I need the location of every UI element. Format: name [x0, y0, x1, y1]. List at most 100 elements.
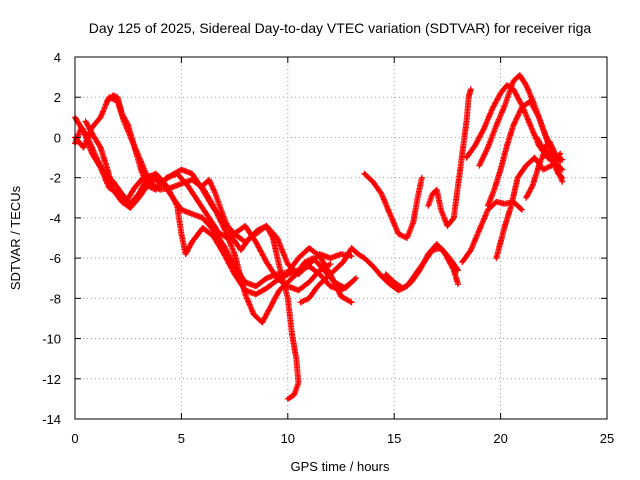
data-point — [233, 273, 236, 276]
data-point — [276, 277, 279, 280]
data-point — [171, 196, 175, 199]
data-point — [482, 128, 485, 131]
data-point — [269, 305, 272, 308]
data-point — [535, 136, 538, 139]
data-point — [133, 186, 136, 189]
data-point — [103, 172, 107, 175]
data-point — [286, 262, 289, 266]
data-point — [512, 124, 515, 127]
data-point — [529, 124, 532, 127]
data-point — [235, 230, 238, 234]
series-trace-15 — [493, 150, 564, 262]
data-point — [516, 176, 519, 179]
data-point — [446, 224, 449, 228]
data-point — [556, 172, 560, 175]
y-axis-label: SDTVAR / TECUs — [8, 185, 23, 290]
data-point — [452, 216, 455, 220]
data-point — [265, 277, 268, 280]
data-point — [248, 236, 251, 240]
y-tick-label: -6 — [49, 251, 61, 266]
data-point — [461, 260, 464, 264]
data-point — [293, 393, 296, 397]
data-point — [286, 297, 289, 300]
data-point — [261, 321, 264, 324]
series-markers — [459, 198, 525, 266]
data-point — [99, 146, 102, 149]
data-point — [329, 262, 332, 266]
series-trace-6 — [199, 176, 302, 402]
data-point — [99, 116, 102, 119]
data-point — [239, 248, 243, 252]
data-point — [112, 188, 115, 191]
data-point — [510, 204, 513, 207]
data-point — [318, 254, 321, 258]
data-point — [542, 148, 545, 151]
data-point — [388, 283, 392, 286]
data-point — [297, 256, 300, 260]
data-point — [473, 144, 477, 147]
data-point — [505, 144, 509, 147]
data-point — [254, 285, 258, 288]
data-point — [120, 112, 124, 115]
data-point — [561, 158, 564, 161]
data-point — [163, 184, 166, 187]
y-tick-label: -14 — [42, 412, 61, 427]
data-point — [95, 156, 98, 159]
data-point — [427, 252, 430, 256]
data-point — [244, 224, 247, 228]
data-point — [154, 188, 158, 191]
data-point — [384, 273, 387, 276]
data-point — [329, 256, 332, 260]
data-point — [254, 240, 258, 244]
data-point — [467, 96, 470, 99]
data-point — [444, 252, 447, 256]
data-point — [222, 226, 226, 230]
data-point — [190, 178, 194, 181]
data-point — [339, 295, 343, 298]
ticks: 0 5 10 15 20 25 -14 -12 -10 -8 -6 -4 -2 0 2 4 — [42, 50, 614, 446]
series-trace-14 — [484, 98, 566, 209]
data-point — [299, 301, 302, 304]
data-point — [303, 260, 306, 264]
data-point — [495, 124, 498, 127]
data-point — [120, 200, 124, 203]
data-point — [412, 220, 415, 224]
data-point — [499, 168, 502, 171]
data-point — [165, 176, 168, 179]
data-point — [297, 289, 300, 292]
data-point — [503, 202, 507, 205]
data-point — [295, 273, 298, 276]
data-point — [478, 228, 481, 232]
series-trace-17 — [533, 134, 566, 163]
data-point — [354, 277, 358, 280]
data-point — [222, 216, 226, 220]
data-point — [318, 269, 321, 272]
data-point — [542, 168, 545, 171]
data-point — [129, 206, 132, 209]
data-point — [469, 88, 472, 91]
data-point — [493, 188, 496, 191]
data-point — [154, 176, 158, 179]
data-point — [197, 200, 200, 203]
data-point — [518, 73, 521, 77]
data-point — [380, 192, 383, 195]
data-point — [495, 256, 498, 260]
data-point — [214, 192, 217, 195]
data-point — [559, 152, 562, 155]
data-point — [363, 172, 366, 175]
data-point — [520, 208, 524, 211]
data-point — [307, 246, 311, 250]
data-point — [154, 172, 158, 175]
data-point — [244, 281, 247, 284]
y-tick-label: 2 — [54, 90, 61, 105]
data-point — [427, 204, 430, 207]
data-point — [397, 232, 400, 236]
data-point — [137, 196, 140, 199]
data-point — [271, 236, 275, 240]
data-point — [435, 242, 438, 246]
data-point — [478, 164, 481, 167]
y-tick-label: -2 — [49, 171, 61, 186]
y-tick-label: -12 — [42, 372, 61, 387]
series-trace-11 — [459, 198, 525, 266]
